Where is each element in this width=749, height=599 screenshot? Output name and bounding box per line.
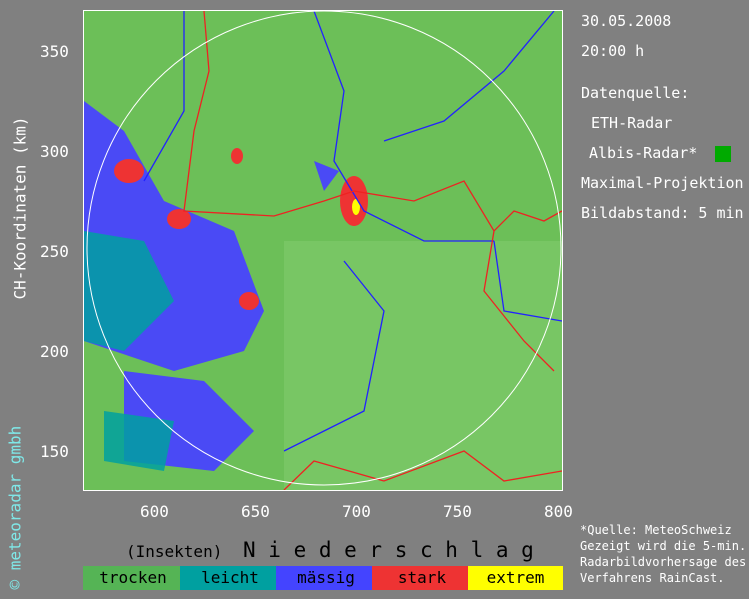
legend-leicht: leicht bbox=[180, 566, 280, 590]
radar-range-circle bbox=[86, 10, 562, 486]
albis-indicator bbox=[715, 146, 731, 162]
source-albis: Albis-Radar* bbox=[589, 144, 698, 162]
legend-title: N i e d e r s c h l a g bbox=[243, 538, 534, 562]
x-tick: 650 bbox=[241, 502, 270, 521]
borders bbox=[183, 10, 563, 491]
legend-trocken: trocken bbox=[83, 566, 183, 590]
footnote-1: *Quelle: MeteoSchweiz bbox=[580, 523, 732, 537]
time: 20:00 h bbox=[581, 42, 645, 60]
projection: Maximal-Projektion bbox=[581, 174, 744, 192]
footnote-4: Verfahrens RainCast. bbox=[580, 571, 725, 585]
y-axis-label: CH-Koordinaten (km) bbox=[10, 116, 30, 300]
legend-stark: stark bbox=[372, 566, 472, 590]
y-tick: 150 bbox=[40, 442, 69, 461]
y-tick: 350 bbox=[40, 42, 69, 61]
radar-map bbox=[83, 10, 563, 491]
legend-extrem: extrem bbox=[468, 566, 563, 590]
copyright: © meteoradar gmbh bbox=[5, 425, 25, 590]
y-tick: 200 bbox=[40, 342, 69, 361]
insects-label: (Insekten) bbox=[126, 542, 223, 561]
rivers-lakes bbox=[143, 10, 563, 452]
precip-light bbox=[84, 231, 174, 471]
legend-maessig: mässig bbox=[276, 566, 376, 590]
radar-map-svg bbox=[84, 10, 563, 491]
footnote-2: Gezeigt wird die 5-min. bbox=[580, 539, 747, 553]
footnote-3: Radarbildvorhersage des bbox=[580, 555, 747, 569]
x-tick: 600 bbox=[140, 502, 169, 521]
y-tick: 250 bbox=[40, 242, 69, 261]
y-tick: 300 bbox=[40, 142, 69, 161]
source-label: Datenquelle: bbox=[581, 84, 690, 102]
x-tick: 750 bbox=[443, 502, 472, 521]
date: 30.05.2008 bbox=[581, 12, 672, 30]
precip-extreme bbox=[352, 199, 360, 215]
x-tick: 800 bbox=[544, 502, 573, 521]
interval: Bildabstand: 5 min bbox=[581, 204, 744, 222]
x-tick: 700 bbox=[342, 502, 371, 521]
precip-heavy bbox=[114, 148, 368, 310]
source-eth: ETH-Radar bbox=[591, 114, 673, 132]
alps-terrain bbox=[284, 241, 562, 490]
